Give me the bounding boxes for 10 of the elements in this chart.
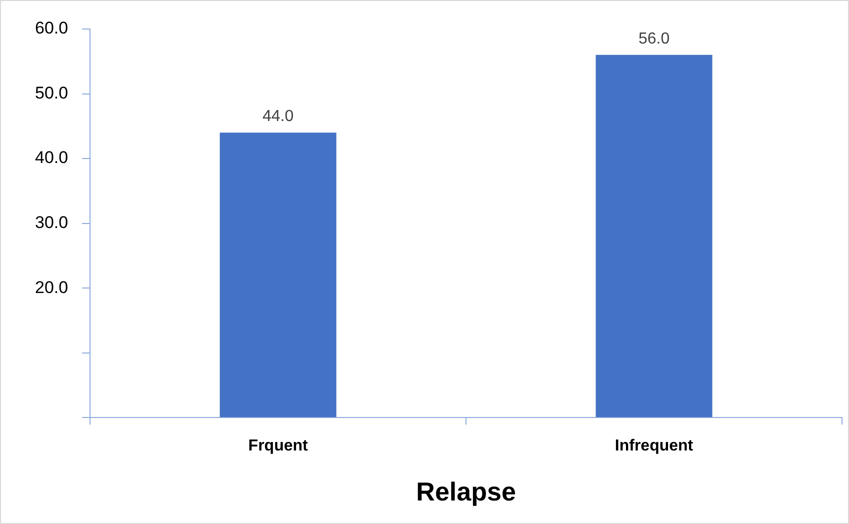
y-tick-label: 50.0 — [34, 83, 68, 102]
y-tick-label: 40.0 — [34, 148, 68, 168]
y-tick-label: 20.0 — [34, 278, 68, 297]
data-label: 56.0 — [638, 30, 670, 48]
x-axis-title: Relapse — [416, 476, 516, 507]
x-tick-label: Frquent — [248, 438, 309, 455]
data-label: 44.0 — [262, 108, 294, 126]
y-tick-label: 30.0 — [34, 212, 68, 232]
x-tick-label: Infrequent — [614, 438, 694, 455]
y-tick-label: 60.0 — [34, 18, 68, 38]
